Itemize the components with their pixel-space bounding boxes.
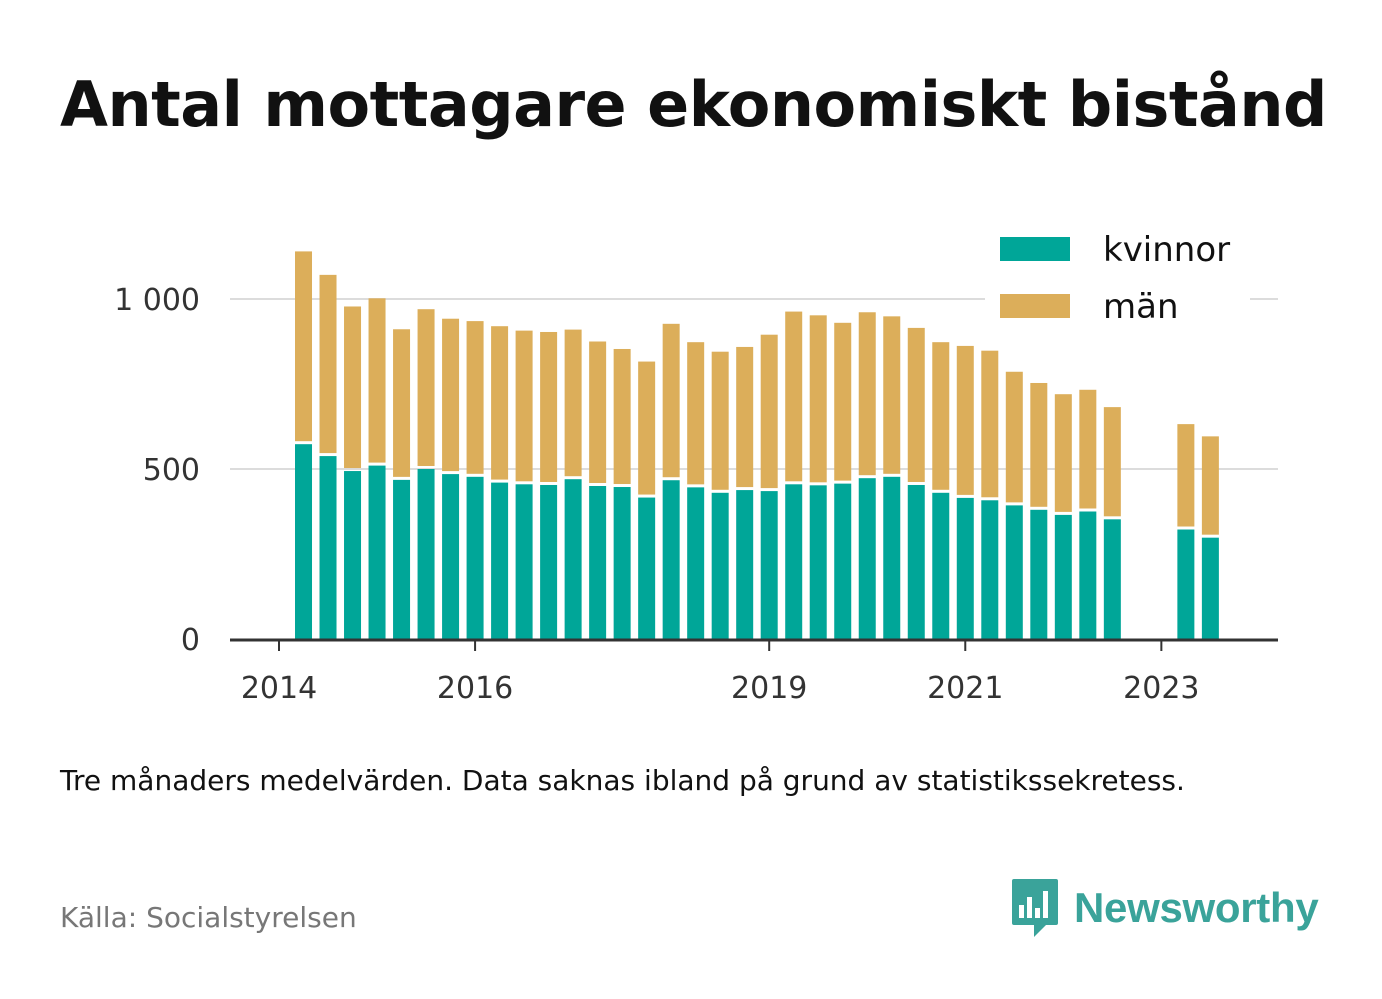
source-text: Källa: Socialstyrelsen bbox=[60, 901, 357, 934]
bar-kvinnor bbox=[956, 497, 974, 639]
bar-man bbox=[711, 351, 729, 490]
bar-kvinnor bbox=[907, 484, 925, 639]
bar-man bbox=[883, 316, 901, 474]
bar-kvinnor bbox=[809, 485, 827, 639]
bars bbox=[295, 251, 1219, 639]
newsworthy-logo: Newsworthy bbox=[1010, 876, 1319, 940]
bar-kvinnor bbox=[736, 490, 754, 639]
bar-kvinnor bbox=[540, 484, 558, 639]
bar-man bbox=[1103, 407, 1121, 517]
bar-kvinnor bbox=[687, 487, 705, 639]
bar-man bbox=[736, 346, 754, 488]
bar-kvinnor bbox=[319, 456, 337, 639]
y-tick-label: 1 000 bbox=[114, 283, 200, 318]
bar-kvinnor bbox=[858, 478, 876, 639]
legend-label-kvinnor: kvinnor bbox=[1103, 230, 1230, 270]
bar-kvinnor bbox=[295, 444, 313, 639]
bar-kvinnor bbox=[981, 500, 999, 639]
stacked-bar-chart: 0 500 1 000 2014 2016 2019 2021 2023 kvinnor mä… bbox=[114, 222, 1278, 706]
bar-man bbox=[1201, 436, 1219, 535]
bar-kvinnor bbox=[760, 491, 778, 639]
brand-name: Newsworthy bbox=[1074, 884, 1319, 931]
chart-title: Antal mottagare ekonomiskt bistånd bbox=[60, 68, 1327, 141]
bar-man bbox=[760, 334, 778, 489]
bar-kvinnor bbox=[1005, 505, 1023, 639]
bar-kvinnor bbox=[417, 469, 435, 639]
bar-kvinnor bbox=[589, 486, 607, 639]
y-tick-label: 500 bbox=[143, 453, 200, 488]
bar-man bbox=[785, 311, 803, 482]
bar-man bbox=[834, 322, 852, 481]
bar-man bbox=[442, 318, 460, 472]
bar-kvinnor bbox=[344, 471, 362, 639]
bar-kvinnor bbox=[1201, 537, 1219, 639]
bar-man bbox=[932, 342, 950, 490]
legend: kvinnor män bbox=[985, 222, 1250, 334]
bar-man bbox=[344, 306, 362, 469]
bar-kvinnor bbox=[442, 474, 460, 639]
bar-kvinnor bbox=[1079, 511, 1097, 639]
bar-kvinnor bbox=[834, 483, 852, 639]
bar-kvinnor bbox=[368, 465, 386, 639]
bar-man bbox=[319, 274, 337, 454]
bar-kvinnor bbox=[613, 487, 631, 639]
bar-man bbox=[1079, 389, 1097, 509]
bar-man bbox=[1054, 394, 1072, 512]
bar-kvinnor bbox=[1030, 509, 1048, 639]
bar-kvinnor bbox=[393, 479, 411, 639]
bar-man bbox=[1030, 382, 1048, 507]
bar-man bbox=[638, 361, 656, 495]
bar-man bbox=[907, 327, 925, 482]
bar-man bbox=[662, 323, 680, 478]
bar-kvinnor bbox=[932, 492, 950, 639]
x-tick-label: 2014 bbox=[241, 671, 317, 706]
bar-man bbox=[295, 251, 313, 442]
bar-man bbox=[956, 345, 974, 495]
bar-kvinnor bbox=[785, 484, 803, 639]
x-tick-label: 2019 bbox=[731, 671, 807, 706]
bar-kvinnor bbox=[466, 476, 484, 639]
bar-man bbox=[393, 329, 411, 477]
x-tick-label: 2016 bbox=[437, 671, 513, 706]
bar-kvinnor bbox=[491, 482, 509, 639]
bar-kvinnor bbox=[662, 480, 680, 639]
bar-kvinnor bbox=[515, 484, 533, 639]
legend-swatch-kvinnor bbox=[1000, 237, 1070, 261]
x-tick-label: 2023 bbox=[1123, 671, 1199, 706]
gridlines: 0 500 1 000 bbox=[114, 283, 1278, 658]
chart-note: Tre månaders medelvärden. Data saknas ib… bbox=[60, 764, 1185, 797]
legend-label-man: män bbox=[1103, 287, 1179, 327]
bar-man bbox=[540, 331, 558, 482]
bar-man bbox=[858, 312, 876, 476]
bar-kvinnor bbox=[638, 497, 656, 639]
bar-kvinnor bbox=[1177, 529, 1195, 639]
legend-swatch-man bbox=[1000, 294, 1070, 318]
bar-kvinnor bbox=[1054, 514, 1072, 639]
bar-chart-speech-bubble-icon bbox=[1012, 879, 1058, 937]
bar-man bbox=[981, 350, 999, 498]
bar-man bbox=[687, 342, 705, 485]
x-tick-label: 2021 bbox=[927, 671, 1003, 706]
y-tick-label: 0 bbox=[181, 623, 200, 658]
bar-man bbox=[613, 348, 631, 485]
bar-man bbox=[589, 341, 607, 483]
bar-man bbox=[466, 321, 484, 474]
bar-man bbox=[491, 326, 509, 480]
bar-kvinnor bbox=[883, 476, 901, 639]
x-axis: 2014 2016 2019 2021 2023 bbox=[230, 638, 1278, 706]
bar-man bbox=[515, 330, 533, 482]
bar-man bbox=[1005, 371, 1023, 503]
bar-man bbox=[1177, 424, 1195, 527]
bar-man bbox=[809, 315, 827, 483]
bar-man bbox=[564, 329, 582, 477]
bar-kvinnor bbox=[711, 492, 729, 639]
bar-kvinnor bbox=[1103, 519, 1121, 639]
bar-man bbox=[417, 309, 435, 466]
bar-kvinnor bbox=[564, 479, 582, 639]
bar-man bbox=[368, 298, 386, 463]
